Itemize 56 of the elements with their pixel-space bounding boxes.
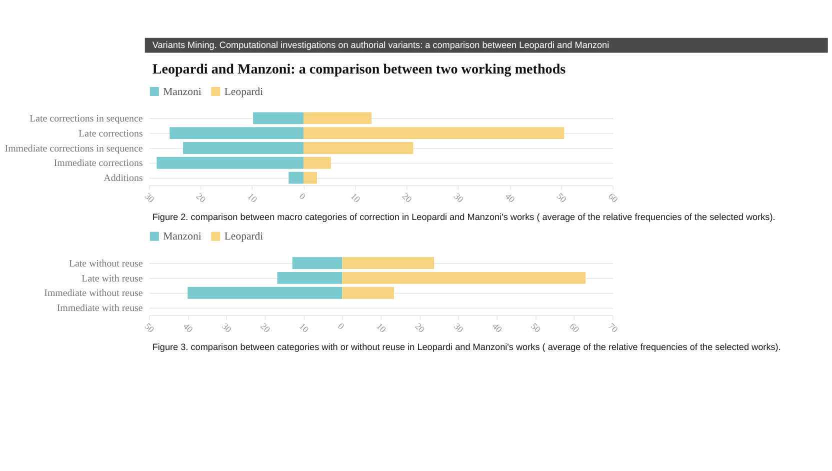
text: Variants Mining. Computational investigations on authorial variants: a comparison between Leopardi and Manzoni [152,40,610,50]
y-tick-label: Immediate corrections in sequence [4,143,144,154]
bar [277,272,342,284]
bar [304,172,317,184]
bar [156,156,304,169]
bar [253,112,304,124]
legend-label: Manzoni [163,230,202,243]
legend-label: Manzoni [163,86,202,98]
bar [288,172,304,184]
x-tick-label: 0 [336,321,347,332]
x-tick-label: 20 [400,191,414,205]
x-tick-label: 30 [220,321,234,335]
y-tick-label: Late corrections in sequence [30,113,144,124]
x-tick-label: 20 [258,321,272,335]
bar [170,127,304,140]
x-tick-label: 10 [374,321,388,335]
bar [342,272,586,284]
y-tick-label: Immediate corrections [54,158,143,170]
x-tick-label: 60 [606,191,620,205]
bar [183,142,304,154]
chart-title: Leopardi and Manzoni: a comparison between two working methods [152,61,566,78]
x-tick-label: 50 [142,321,157,335]
y-tick-label: Late corrections [78,128,143,140]
x-tick-label: 50 [554,191,569,205]
x-tick-label: 40 [181,321,196,335]
x-tick-label: 30 [452,321,466,335]
bar [304,112,372,124]
x-tick-label: 20 [194,191,208,205]
x-tick-label: 30 [142,191,157,205]
legend-label: Leopardi [224,230,264,243]
x-tick-label: 10 [348,191,363,205]
y-tick-label: Immediate without reuse [44,288,144,300]
x-tick-label: 20 [413,321,427,335]
legend-label: Leopardi [224,86,264,98]
y-tick-label: Additions [104,173,143,184]
y-tick-label: Immediate with reuse [56,303,144,314]
x-tick-label: 30 [452,191,466,205]
x-tick-label: 60 [568,321,582,335]
bar [304,142,414,154]
bar [304,127,564,140]
bar [292,257,342,270]
y-tick-label: Late without reuse [68,258,144,270]
bar [188,286,342,299]
x-tick-label: 50 [529,321,543,335]
caption: Figure 3. comparison between categories with or without reuse in Leopardi and Manzoni's works ( average of the relative frequencies of the selected works). [152,342,781,352]
bar [342,257,434,270]
y-tick-label: Late with reuse [82,273,144,284]
x-tick-label: 40 [490,321,504,335]
x-tick-label: 10 [297,321,312,335]
bar [304,156,331,169]
x-tick-label: 0 [297,191,308,202]
bar [342,286,394,299]
caption: Figure 2. comparison between macro categories of correction in Leopardi and Manzoni's works ( average of the relative frequencies of the selected works). [152,212,776,222]
x-tick-label: 10 [246,191,260,205]
x-tick-label: 70 [606,321,620,335]
x-tick-label: 40 [503,191,518,205]
